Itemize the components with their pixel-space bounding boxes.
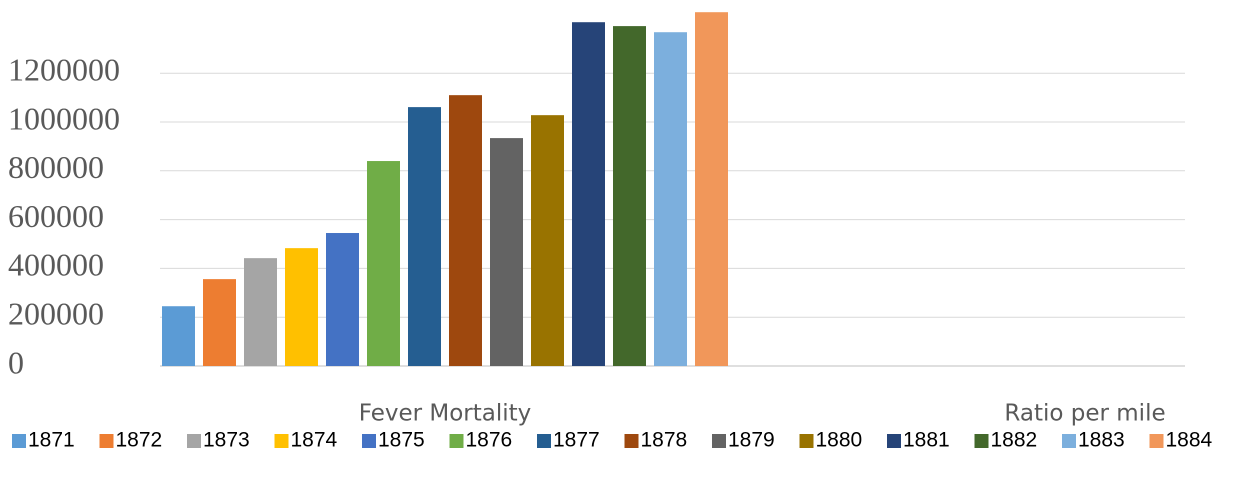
bar [367, 161, 400, 366]
legend-swatch [274, 434, 289, 448]
bar [285, 248, 318, 366]
legend-label: 1877 [553, 429, 600, 452]
bar [408, 107, 441, 366]
legend-label: 1873 [203, 429, 250, 452]
legend-swatch [799, 434, 814, 448]
bar [326, 233, 359, 366]
legend-swatch [449, 434, 464, 448]
legend-swatch [99, 434, 114, 448]
bar [613, 26, 646, 366]
legend-swatch [362, 434, 376, 448]
y-tick-label: 600000 [8, 198, 104, 234]
legend-label: 1874 [291, 429, 338, 452]
y-tick-label: 400000 [8, 247, 104, 283]
bar [695, 12, 728, 366]
bar [162, 306, 195, 366]
bar [572, 22, 605, 366]
bar [203, 279, 236, 366]
bar [531, 115, 564, 366]
legend-label: 1872 [116, 429, 163, 452]
bar [490, 138, 523, 366]
y-tick-label: 200000 [8, 296, 104, 332]
y-tick-label: 1000000 [8, 100, 120, 136]
y-tick-label: 1200000 [8, 52, 120, 88]
legend-label: 1875 [378, 429, 425, 452]
x-tick-label: Ratio per mile [1004, 401, 1165, 427]
legend-swatch [187, 434, 201, 448]
y-tick-label: 0 [8, 344, 24, 380]
legend-label: 1876 [466, 429, 513, 452]
legend-label: 1878 [641, 429, 688, 452]
legend-swatch [974, 434, 989, 448]
legend-label: 1881 [903, 429, 950, 452]
legend-swatch [1062, 434, 1076, 448]
legend-swatch [712, 434, 726, 448]
legend-label: 1880 [816, 429, 863, 452]
legend-label: 1882 [991, 429, 1038, 452]
legend-label: 1871 [28, 429, 75, 452]
bar [244, 258, 277, 366]
legend-label: 1879 [728, 429, 775, 452]
legend-swatch [1149, 434, 1164, 448]
legend-swatch [12, 434, 26, 448]
bar [449, 95, 482, 366]
legend-label: 1883 [1078, 429, 1125, 452]
y-tick-label: 800000 [8, 149, 104, 185]
legend-label: 1884 [1166, 429, 1213, 452]
legend-swatch [624, 434, 639, 448]
legend-swatch [537, 434, 551, 448]
legend-swatch [887, 434, 901, 448]
x-tick-label: Fever Mortality [359, 401, 532, 427]
bar [654, 32, 687, 366]
